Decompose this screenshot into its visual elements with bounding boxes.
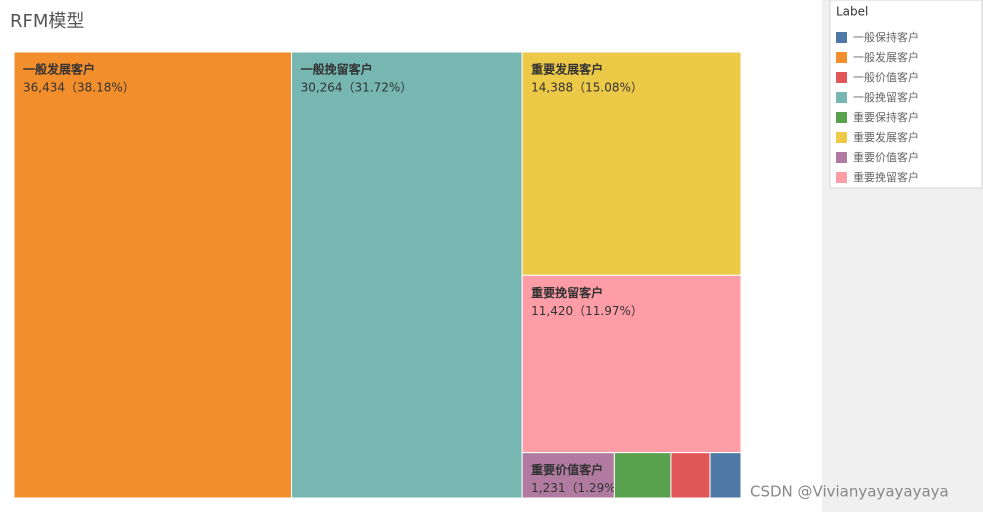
legend-label: 一般挽留客户 xyxy=(853,90,919,104)
legend-label: 一般保持客户 xyxy=(853,30,919,44)
treemap-cell xyxy=(709,452,742,499)
cell-value-label: 36,434（38.18%） xyxy=(23,81,135,95)
cell-value-label: 30,264（31.72%） xyxy=(301,81,413,95)
legend-swatch xyxy=(836,172,847,183)
treemap-cell xyxy=(670,452,711,499)
legend-swatch xyxy=(836,72,847,83)
legend-swatch xyxy=(836,152,847,163)
legend-swatch xyxy=(836,112,847,123)
legend-swatch xyxy=(836,32,847,43)
treemap-cell xyxy=(521,274,742,454)
legend-title: Label xyxy=(836,5,868,19)
treemap-cell xyxy=(291,51,523,499)
cell-name: 一般挽留客户 xyxy=(301,62,373,77)
legend-swatch xyxy=(836,92,847,103)
legend-label: 重要发展客户 xyxy=(853,130,919,144)
cell-name: 重要价值客户 xyxy=(531,462,603,477)
chart-title: RFM模型 xyxy=(10,11,84,32)
treemap-cell xyxy=(13,51,293,499)
treemap-cell xyxy=(613,452,672,499)
legend-swatch xyxy=(836,52,847,63)
legend-label: 重要价值客户 xyxy=(853,150,919,164)
legend-box xyxy=(829,0,983,189)
legend-swatch xyxy=(836,132,847,143)
legend-label: 重要挽留客户 xyxy=(853,170,919,184)
legend-label: 一般价值客户 xyxy=(853,70,919,84)
cell-name: 一般发展客户 xyxy=(23,62,95,77)
cell-value-label: 11,420（11.97%） xyxy=(531,304,643,318)
watermark: CSDN @Vivianyayayayaya xyxy=(750,483,949,501)
legend-label: 一般发展客户 xyxy=(853,50,919,64)
cell-name: 重要挽留客户 xyxy=(531,285,603,300)
legend-label: 重要保持客户 xyxy=(853,110,919,124)
cell-name: 重要发展客户 xyxy=(531,62,603,77)
treemap-cell xyxy=(521,452,615,499)
cell-value-label: 14,388（15.08%） xyxy=(531,81,643,95)
cell-value-label: 1,231（1.29%） xyxy=(531,481,627,495)
